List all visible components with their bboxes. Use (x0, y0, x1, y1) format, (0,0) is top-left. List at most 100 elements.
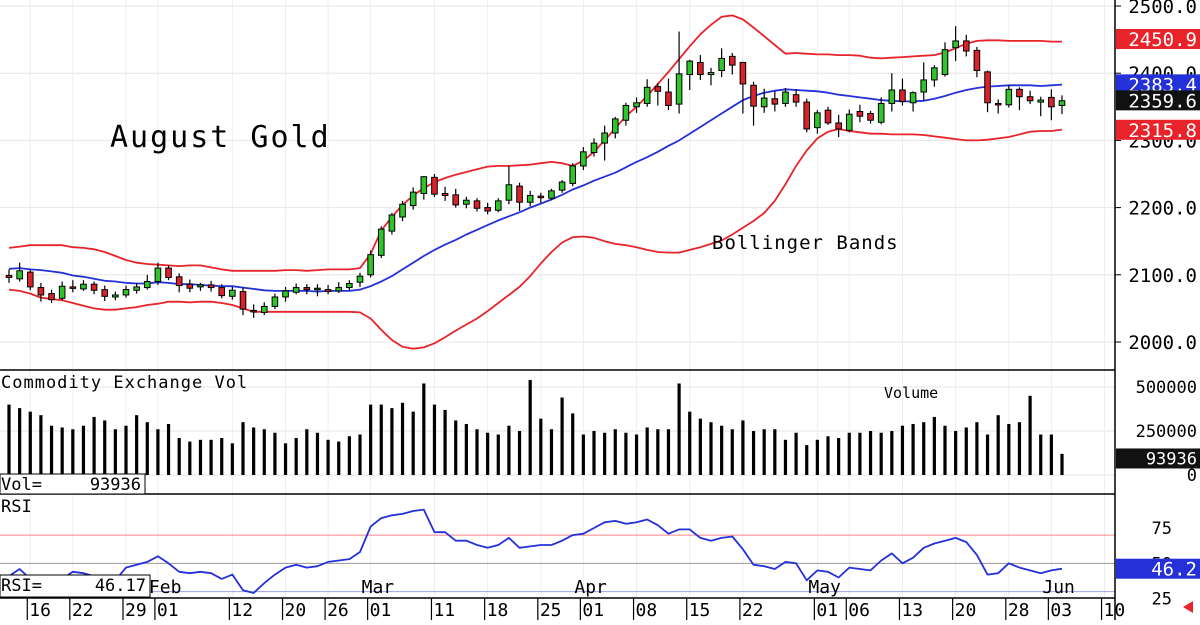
candle-body (899, 89, 906, 102)
volume-bar (943, 425, 947, 475)
candle-body (654, 86, 662, 92)
candle-body (250, 309, 257, 313)
candle-body (16, 270, 23, 280)
candlestick (877, 97, 885, 125)
date-tick-label: 01 (370, 600, 392, 620)
candlestick (346, 280, 353, 291)
price-tick-label: 2500.0 (1128, 0, 1197, 18)
date-tick-label: 01 (816, 600, 838, 620)
candlestick (856, 104, 864, 123)
candle-body (463, 199, 470, 205)
candlestick (197, 282, 204, 291)
candle-body (175, 276, 183, 287)
candle-body (739, 61, 747, 85)
volume-bar (230, 443, 234, 475)
candle-body (952, 40, 959, 49)
volume-bar (603, 432, 607, 475)
candlestick (409, 187, 417, 210)
candlestick (324, 284, 332, 295)
volume-bar (698, 418, 702, 475)
candlestick (728, 53, 736, 75)
candlestick (824, 106, 832, 125)
candlestick (377, 226, 385, 258)
volume-bar (911, 423, 915, 475)
volume-bar (666, 429, 671, 475)
candle-body (1005, 88, 1013, 106)
bollinger-middle-line (8, 83, 1063, 293)
volume-bar (581, 434, 585, 475)
candle-body (792, 94, 800, 103)
candle-body (494, 200, 502, 211)
volume-bar (188, 441, 192, 475)
candle-body (197, 284, 204, 288)
candlestick (899, 78, 906, 106)
volume-bar (517, 431, 522, 475)
volume-bar (198, 439, 203, 475)
candle-body (686, 60, 694, 76)
candlestick (994, 99, 1002, 114)
month-label: Mar (362, 577, 395, 598)
candle-body (516, 185, 523, 203)
candlestick (5, 269, 13, 283)
date-tick-label: 01 (157, 600, 179, 620)
volume-bar (549, 429, 554, 475)
candle-body (260, 305, 268, 313)
date-tick-label: 13 (901, 600, 923, 620)
volume-bar (177, 438, 181, 475)
rsi-tag-box (1116, 558, 1200, 579)
candle-body (558, 181, 566, 191)
volume-bar (1060, 453, 1064, 475)
volume-bar (837, 438, 841, 475)
volume-bar (858, 432, 862, 475)
candlestick (239, 287, 247, 316)
volume-readout-label: Vol= (1, 475, 42, 495)
date-tick-label: 16 (29, 600, 51, 620)
volume-bar (932, 416, 936, 475)
volume-bar (241, 422, 245, 475)
candlestick (218, 284, 226, 299)
candlestick (431, 174, 438, 197)
candlestick (867, 110, 874, 124)
month-label: May (808, 577, 841, 598)
volume-bar (868, 431, 873, 475)
volume-bar (273, 432, 277, 475)
price-panel (5, 14, 1066, 350)
volume-bar (507, 425, 511, 475)
volume-tick-label: 500000 (1136, 378, 1197, 398)
candle-body (154, 267, 162, 283)
price-tick-label: 2000.0 (1128, 332, 1197, 354)
candlestick (335, 282, 343, 293)
candle-body (229, 289, 236, 297)
candle-body (707, 72, 715, 76)
rsi-line (8, 508, 1063, 594)
price-tag-box (1116, 119, 1200, 140)
candlestick (16, 262, 23, 282)
volume-bar (805, 445, 809, 475)
candlestick (750, 81, 757, 126)
volume-bar (347, 436, 351, 475)
candle-body (601, 132, 608, 144)
volume-tag: 93936 (1116, 448, 1200, 469)
month-label: Jun (1042, 577, 1075, 598)
volume-bar (847, 432, 851, 475)
candle-body (697, 61, 704, 76)
candlestick (803, 98, 811, 133)
scroll-left-arrow-icon[interactable] (1183, 601, 1193, 613)
rsi-panel (8, 508, 1063, 594)
volume-bar (741, 420, 745, 475)
candlestick (973, 46, 981, 78)
month-label: Feb (149, 577, 182, 598)
volume-bar (145, 422, 149, 475)
price-tag-label: 2450.9 (1128, 29, 1197, 51)
volume-bar (92, 416, 96, 475)
candlestick (441, 186, 449, 201)
axis-layer: 2000.02100.02200.02300.02400.02500.00250… (26, 0, 1200, 621)
candle-body (973, 49, 981, 72)
volume-bar (964, 427, 968, 475)
volume-bar (369, 404, 373, 475)
candle-body (835, 122, 842, 130)
candlestick (516, 182, 523, 211)
candle-body (909, 92, 917, 104)
volume-bar (879, 432, 883, 475)
